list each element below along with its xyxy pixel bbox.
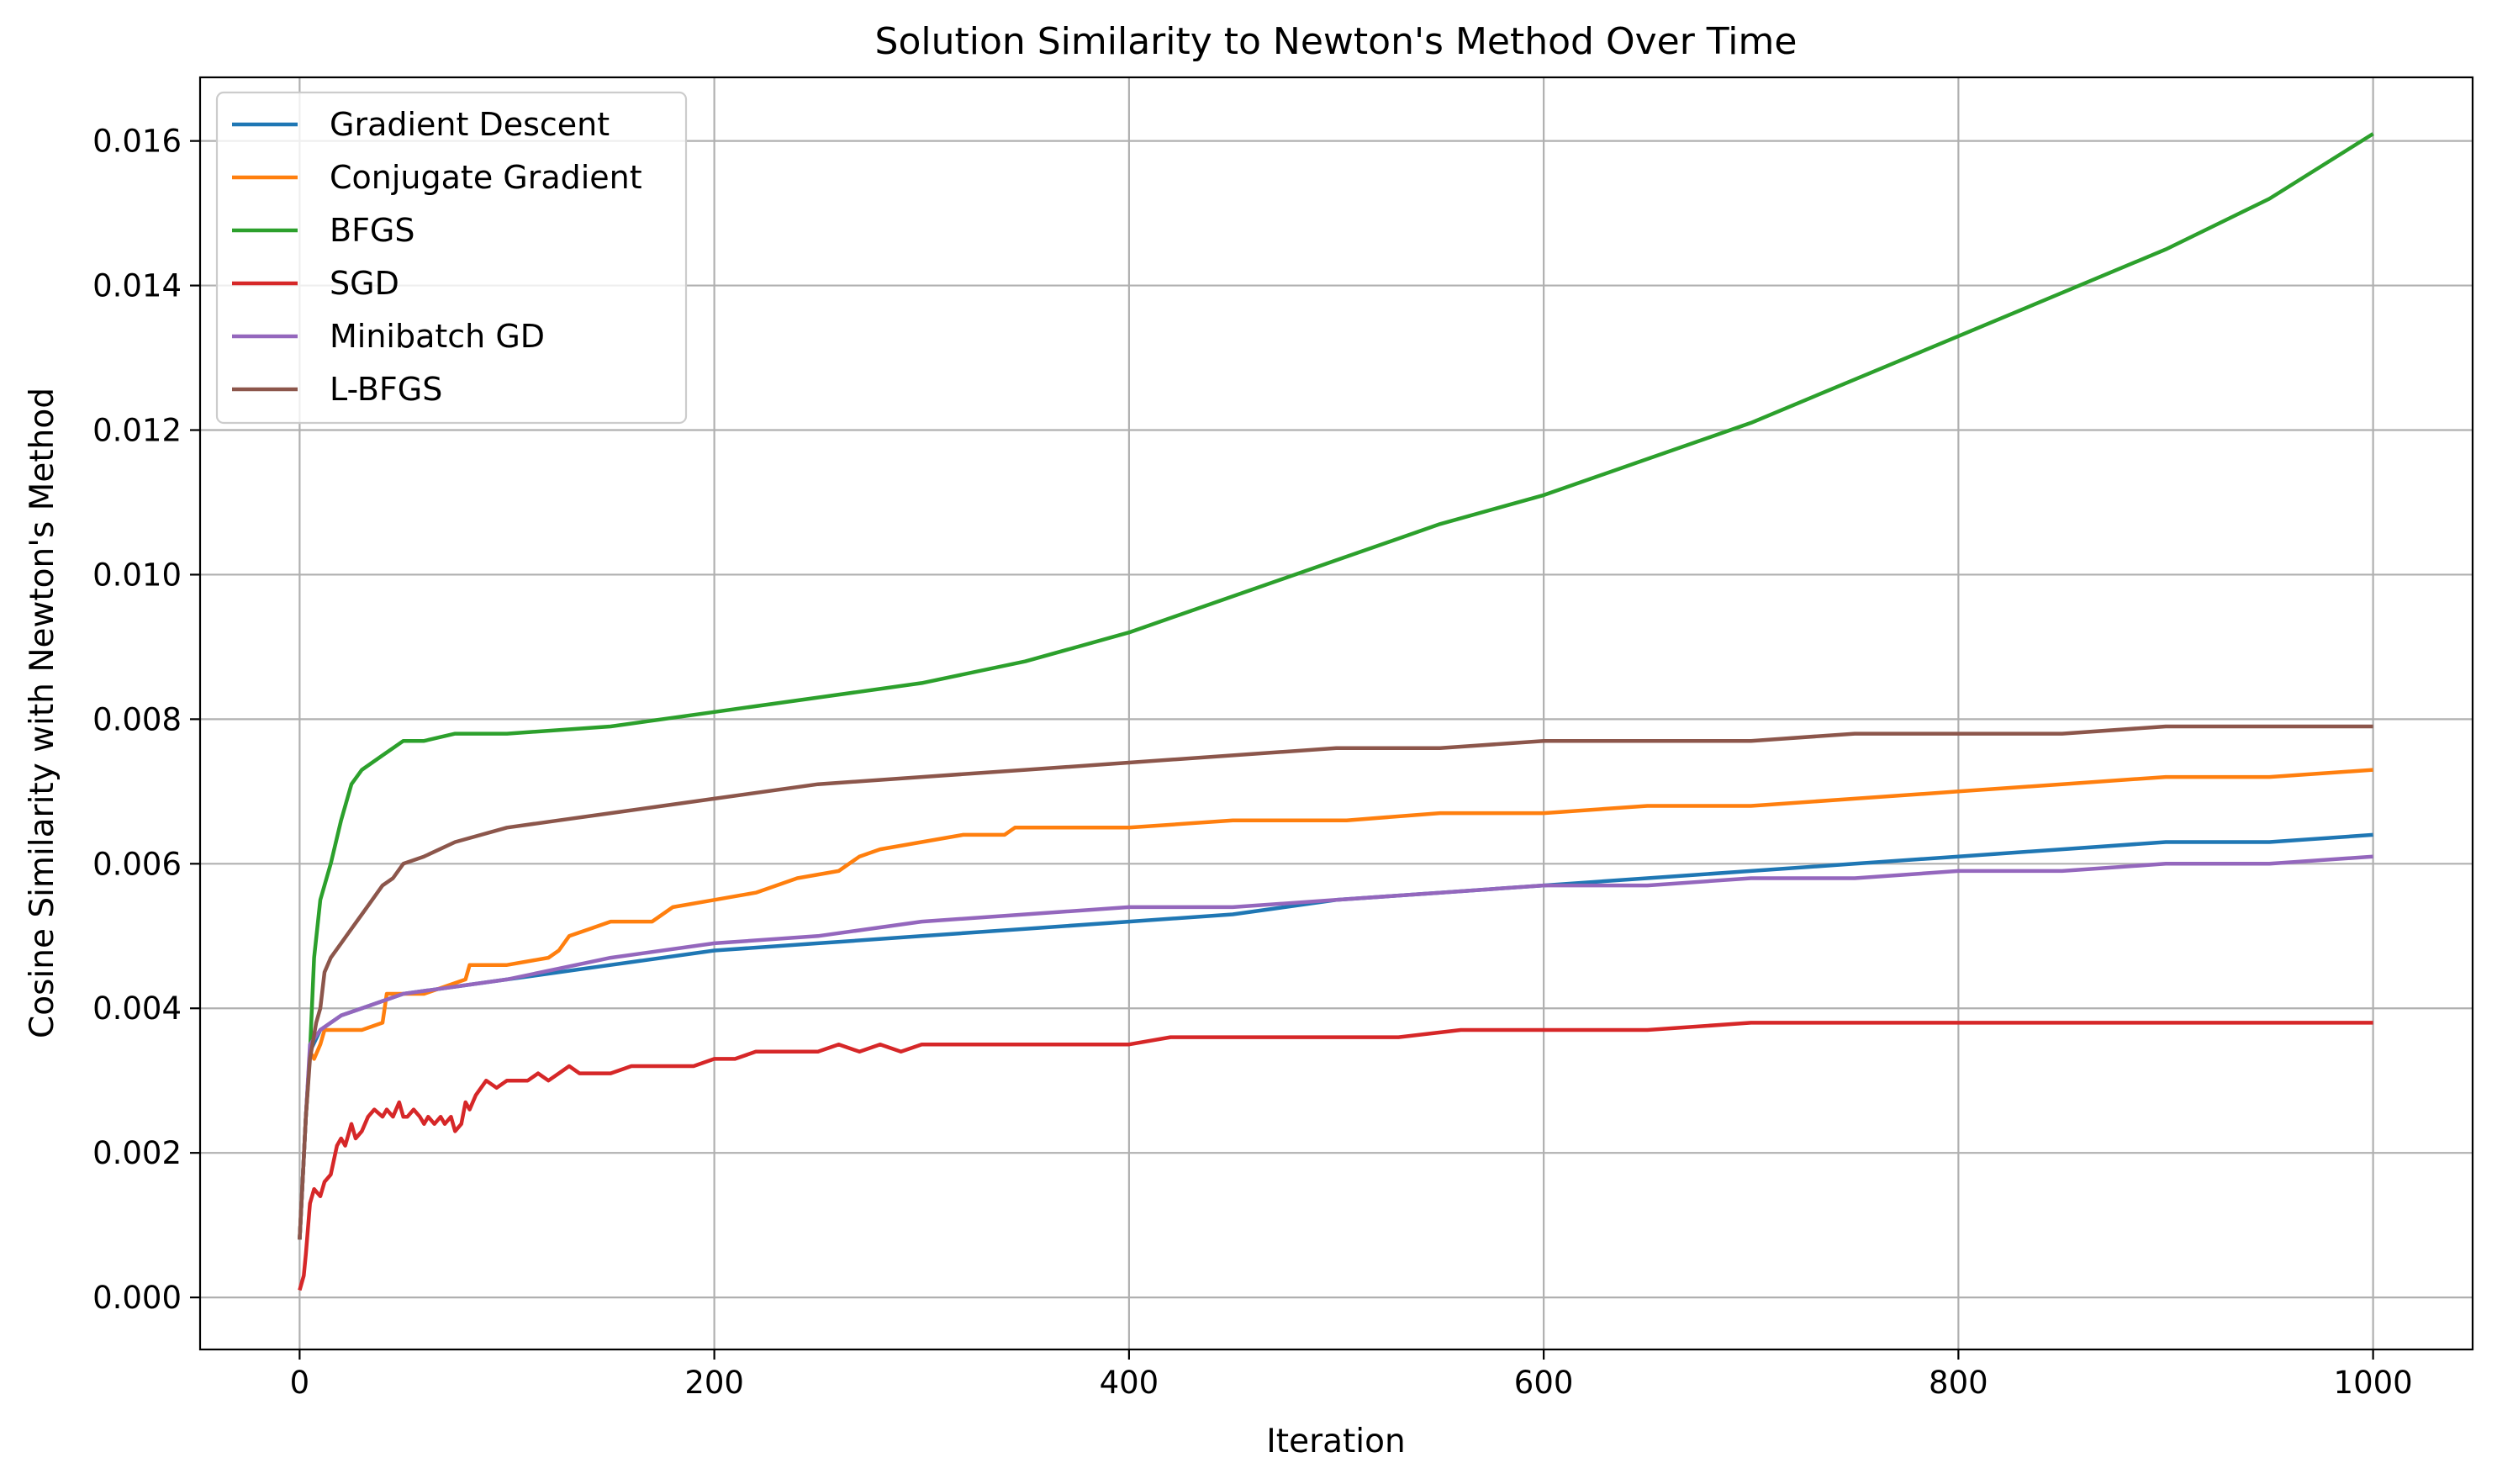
y-tick-label: 0.006 [92, 846, 182, 882]
legend-label-gradient-descent: Gradient Descent [330, 106, 610, 143]
legend-label-sgd: SGD [330, 265, 399, 302]
plot-frame [198, 76, 2474, 1351]
y-tick-label: 0.010 [92, 557, 182, 593]
y-tick-label: 0.016 [92, 124, 182, 160]
grid-lines [200, 77, 2473, 1349]
x-tick-label: 800 [1929, 1365, 1988, 1401]
x-tick-label: 200 [684, 1365, 744, 1401]
legend: Gradient Descent Conjugate Gradient BFGS SG… [215, 91, 688, 425]
series-line-minibatch-gd [298, 854, 2373, 1240]
x-axis-label: Iteration [1266, 1423, 1405, 1460]
x-tick-label: 600 [1514, 1365, 1574, 1401]
series-lines [298, 132, 2374, 1291]
y-tick-label: 0.008 [92, 701, 182, 737]
y-axis-label: Cosine Similarity with Newton's Method [24, 388, 61, 1038]
series-line-l-bfgs [298, 724, 2373, 1240]
y-tick-label: 0.000 [92, 1280, 182, 1316]
legend-label-bfgs: BFGS [330, 212, 415, 249]
series-line-conjugate-gradient [298, 768, 2373, 1240]
y-tick-label: 0.012 [92, 413, 182, 449]
y-tick-label: 0.002 [92, 1135, 182, 1171]
series-line-bfgs [298, 132, 2374, 1240]
x-tick-label: 0 [290, 1365, 310, 1401]
x-tick-label: 1000 [2334, 1365, 2413, 1401]
y-tick-label: 0.014 [92, 268, 182, 304]
legend-label-minibatch-gd: Minibatch GD [330, 318, 545, 355]
chart-title: Solution Similarity to Newton's Method O… [875, 20, 1798, 63]
axis-ticks: 0 200 400 600 800 1000 0.000 0.002 0.004 0.006 0.0… [92, 124, 2413, 1401]
legend-label-conjugate-gradient: Conjugate Gradient [330, 159, 642, 196]
legend-label-l-bfgs: L-BFGS [330, 371, 442, 408]
y-tick-label: 0.004 [92, 990, 182, 1027]
legend-box [215, 91, 688, 425]
series-line-sgd [298, 1021, 2373, 1291]
x-tick-label: 400 [1100, 1365, 1159, 1401]
